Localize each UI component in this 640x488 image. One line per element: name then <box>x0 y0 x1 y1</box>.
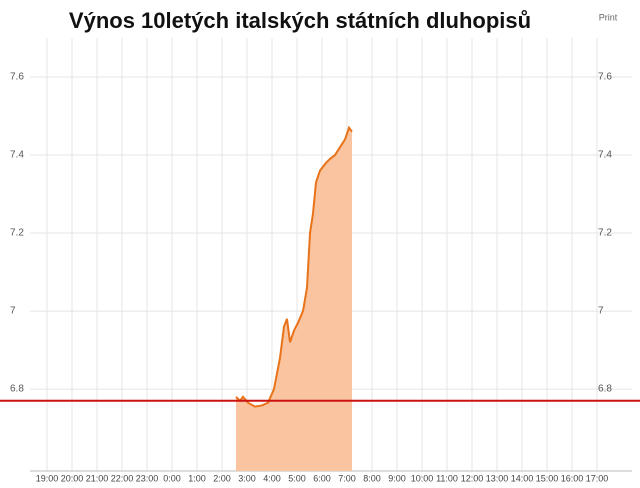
x-tick-label: 21:00 <box>86 473 109 483</box>
y-tick-label: 7.4 <box>10 150 24 161</box>
x-tick-label: 3:00 <box>238 473 256 483</box>
line <box>235 125 353 408</box>
x-tick-label: 23:00 <box>136 473 159 483</box>
x-tick-label: 14:00 <box>511 473 534 483</box>
y2-tick-label: 6.8 <box>598 384 612 395</box>
y-tick-label: 7 <box>10 306 16 317</box>
area <box>236 127 352 472</box>
y2-tick-label: 7.6 <box>598 72 612 83</box>
y2-tick-label: 7.4 <box>598 150 612 161</box>
y-tick-label: 7.2 <box>10 228 24 239</box>
x-tick-label: 20:00 <box>61 473 84 483</box>
x-tick-label: 8:00 <box>363 473 381 483</box>
y-tick-label: 6.8 <box>10 384 24 395</box>
y2-tick-label: 7 <box>598 306 604 317</box>
x-tick-label: 0:00 <box>163 473 181 483</box>
chart-title: Výnos 10letých italských státních dluhop… <box>69 8 531 33</box>
x-tick-label: 11:00 <box>436 473 458 483</box>
x-tick-label: 7:00 <box>338 473 356 483</box>
y2-tick-label: 7.2 <box>598 228 612 239</box>
x-tick-label: 16:00 <box>561 473 584 483</box>
x-tick-label: 4:00 <box>263 473 281 483</box>
x-tick-label: 12:00 <box>461 473 484 483</box>
x-tick-label: 2:00 <box>213 473 231 483</box>
x-tick-label: 1:00 <box>188 473 206 483</box>
print-button[interactable]: Print <box>599 12 618 22</box>
x-tick-label: 5:00 <box>288 473 306 483</box>
x-tick-label: 10:00 <box>411 473 434 483</box>
x-tick-label: 15:00 <box>536 473 559 483</box>
x-tick-label: 9:00 <box>388 473 406 483</box>
x-tick-label: 17:00 <box>586 473 609 483</box>
x-tick-label: 22:00 <box>111 473 134 483</box>
x-tick-label: 6:00 <box>313 473 331 483</box>
y-tick-label: 7.6 <box>10 72 24 83</box>
x-tick-label: 13:00 <box>486 473 509 483</box>
x-tick-label: 19:00 <box>36 473 59 483</box>
